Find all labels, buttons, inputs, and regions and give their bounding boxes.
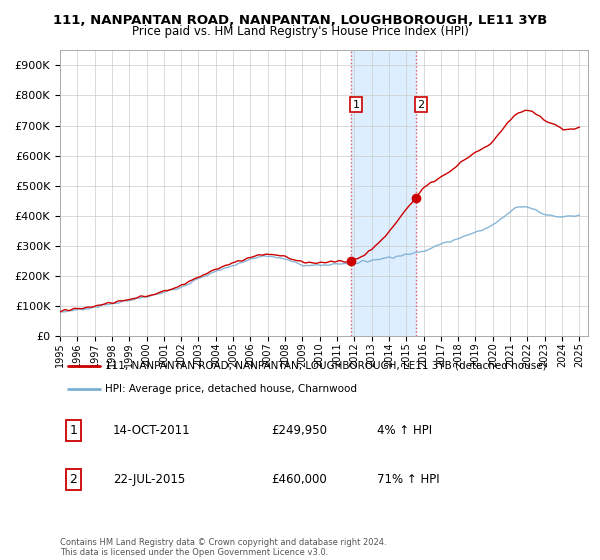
Text: 111, NANPANTAN ROAD, NANPANTAN, LOUGHBOROUGH, LE11 3YB: 111, NANPANTAN ROAD, NANPANTAN, LOUGHBOR… (53, 14, 547, 27)
Text: Contains HM Land Registry data © Crown copyright and database right 2024.
This d: Contains HM Land Registry data © Crown c… (60, 538, 386, 557)
Text: 4% ↑ HPI: 4% ↑ HPI (377, 424, 432, 437)
Text: 2: 2 (69, 473, 77, 486)
Text: Price paid vs. HM Land Registry's House Price Index (HPI): Price paid vs. HM Land Registry's House … (131, 25, 469, 38)
Text: 14-OCT-2011: 14-OCT-2011 (113, 424, 190, 437)
Text: £460,000: £460,000 (271, 473, 327, 486)
Text: 71% ↑ HPI: 71% ↑ HPI (377, 473, 439, 486)
Text: 111, NANPANTAN ROAD, NANPANTAN, LOUGHBOROUGH, LE11 3YB (detached house): 111, NANPANTAN ROAD, NANPANTAN, LOUGHBOR… (105, 361, 547, 371)
Text: 2: 2 (418, 100, 425, 110)
Text: HPI: Average price, detached house, Charnwood: HPI: Average price, detached house, Char… (105, 384, 357, 394)
Bar (350, 50, 416, 336)
Text: £249,950: £249,950 (271, 424, 327, 437)
Text: 1: 1 (69, 424, 77, 437)
Text: 22-JUL-2015: 22-JUL-2015 (113, 473, 185, 486)
Text: 1: 1 (352, 100, 359, 110)
